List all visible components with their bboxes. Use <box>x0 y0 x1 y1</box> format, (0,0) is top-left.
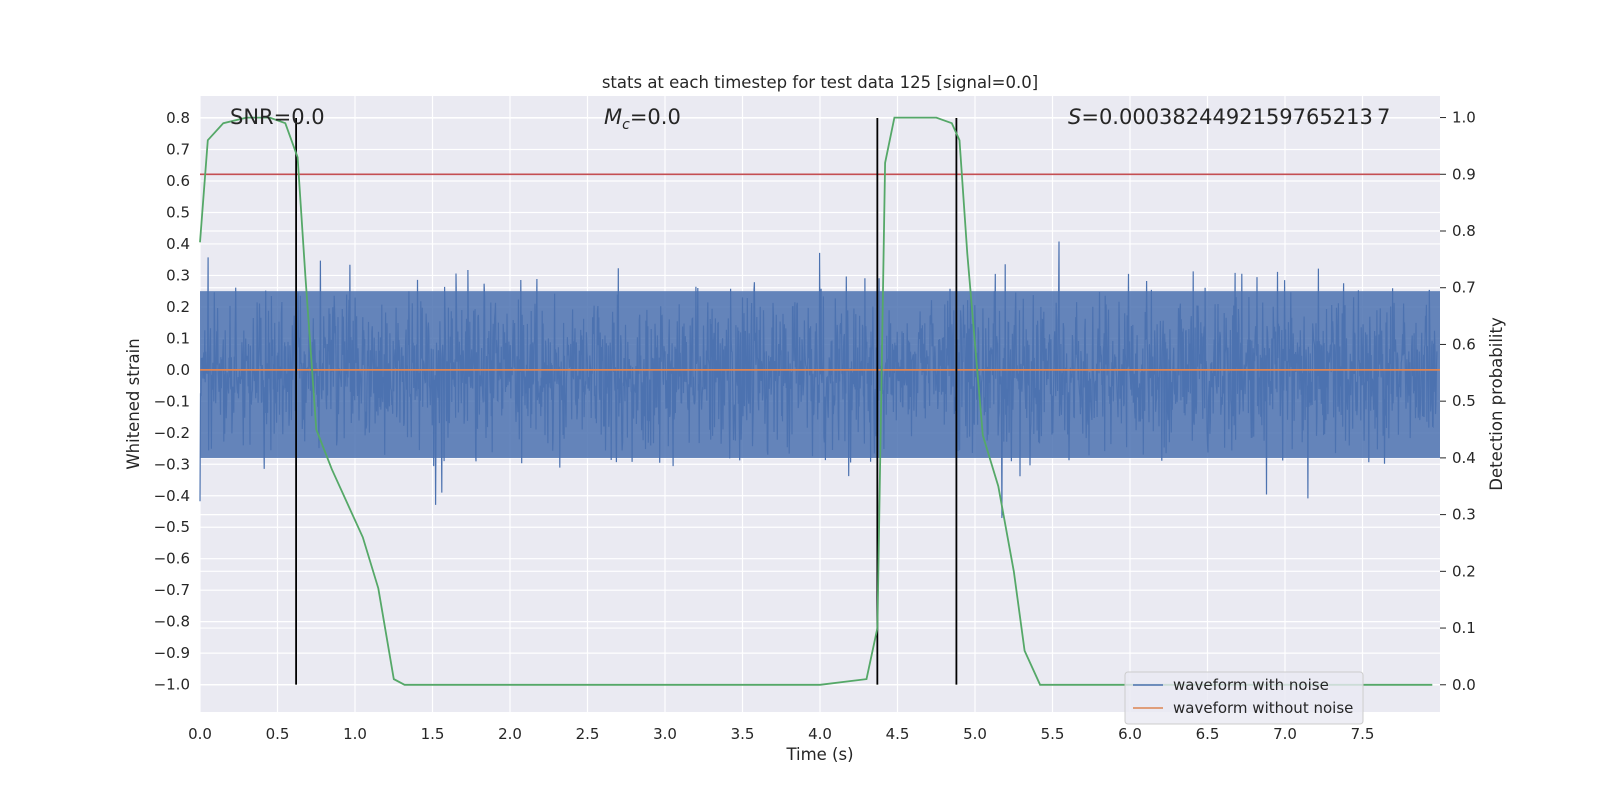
x-tick-label: 1.0 <box>343 725 367 743</box>
probability-line <box>199 116 1433 686</box>
x-axis-ticks: 0.0 0.5 1.0 1.5 2.0 2.5 3.0 3.5 4.0 4.5 5.0 5.5 6.0 6… <box>188 725 1374 743</box>
y-tick-label: −1.0 <box>154 676 190 694</box>
y-axis-ticks: 0.8 0.7 0.6 0.5 0.4 0.3 0.2 0.1 0.0 −0.1 −0.2 −0.3 −… <box>154 109 190 694</box>
y2-tick-label: 1.0 <box>1452 109 1476 127</box>
y-tick-label: 0.6 <box>166 172 190 190</box>
y2-tick-label: 0.1 <box>1452 619 1476 637</box>
x-tick-label: 6.0 <box>1118 725 1142 743</box>
legend: waveform with noise waveform without noi… <box>1124 671 1364 725</box>
x-tick-label: 2.5 <box>576 725 600 743</box>
x-tick-label: 7.5 <box>1351 725 1375 743</box>
y-tick-label: −0.6 <box>154 550 190 568</box>
y-tick-label: −0.1 <box>154 392 190 410</box>
y2-axis-ticks: 1.0 0.9 0.8 0.7 0.6 0.5 0.4 0.3 0.2 0.1 0.0 <box>1440 109 1476 694</box>
s-annotation: S=0.0003824492159765213 7 <box>1068 105 1390 129</box>
noise-band <box>200 291 1440 458</box>
s-symbol: S <box>1068 105 1081 129</box>
chart-title: stats at each timestep for test data 125… <box>602 73 1038 92</box>
x-tick-label: 2.0 <box>498 725 522 743</box>
chirp-mass-annotation: Mc=0.0 <box>604 105 681 133</box>
y2-tick-label: 0.6 <box>1452 335 1476 353</box>
series-waveform-with-noise <box>199 241 1440 519</box>
x-tick-label: 7.0 <box>1273 725 1297 743</box>
x-tick-label: 5.5 <box>1041 725 1065 743</box>
y2-tick-label: 0.3 <box>1452 506 1476 524</box>
mc-value: =0.0 <box>630 105 681 129</box>
series-detection-probability <box>199 116 1433 686</box>
y2-tick-label: 0.9 <box>1452 165 1476 183</box>
y-axis-label: Whitened strain <box>124 338 143 469</box>
x-tick-label: 4.5 <box>886 725 910 743</box>
y2-axis-label: Detection probability <box>1487 317 1506 491</box>
y-tick-label: 0.8 <box>166 109 190 127</box>
x-tick-label: 4.0 <box>808 725 832 743</box>
y2-tick-label: 0.2 <box>1452 562 1476 580</box>
y2-tick-label: 0.5 <box>1452 392 1476 410</box>
mc-symbol: M <box>604 105 622 129</box>
x-tick-label: 6.5 <box>1196 725 1220 743</box>
x-tick-label: 0.5 <box>266 725 290 743</box>
y2-tick-label: 0.4 <box>1452 449 1476 467</box>
x-tick-label: 5.0 <box>963 725 987 743</box>
legend-box <box>1124 671 1364 725</box>
x-tick-label: 0.0 <box>188 725 212 743</box>
y-tick-label: 0.7 <box>166 141 190 159</box>
x-axis-label: Time (s) <box>785 745 853 764</box>
y-tick-label: −0.7 <box>154 581 190 599</box>
y-tick-label: −0.8 <box>154 613 190 631</box>
y-tick-label: −0.5 <box>154 518 190 536</box>
y-tick-label: 0.2 <box>166 298 190 316</box>
legend-label-clean: waveform without noise <box>1173 699 1353 717</box>
y-tick-label: 0.1 <box>166 329 190 347</box>
mc-subscript: c <box>622 117 630 133</box>
legend-label-noise: waveform with noise <box>1173 676 1329 694</box>
x-tick-label: 3.5 <box>731 725 755 743</box>
y-tick-label: 0.0 <box>166 361 190 379</box>
y-tick-label: −0.3 <box>154 455 190 473</box>
s-value: =0.0003824492159765213 7 <box>1081 105 1390 129</box>
y2-tick-label: 0.8 <box>1452 222 1476 240</box>
y-tick-label: −0.9 <box>154 644 190 662</box>
y-tick-label: −0.4 <box>154 487 190 505</box>
x-tick-label: 3.0 <box>653 725 677 743</box>
x-tick-label: 1.5 <box>421 725 445 743</box>
y2-tick-label: 0.0 <box>1452 676 1476 694</box>
y2-tick-label: 0.7 <box>1452 279 1476 297</box>
y-tick-label: 0.5 <box>166 203 190 221</box>
y-tick-label: −0.2 <box>154 424 190 442</box>
y-tick-label: 0.3 <box>166 266 190 284</box>
y-tick-label: 0.4 <box>166 235 190 253</box>
snr-annotation: SNR=0.0 <box>230 105 325 129</box>
